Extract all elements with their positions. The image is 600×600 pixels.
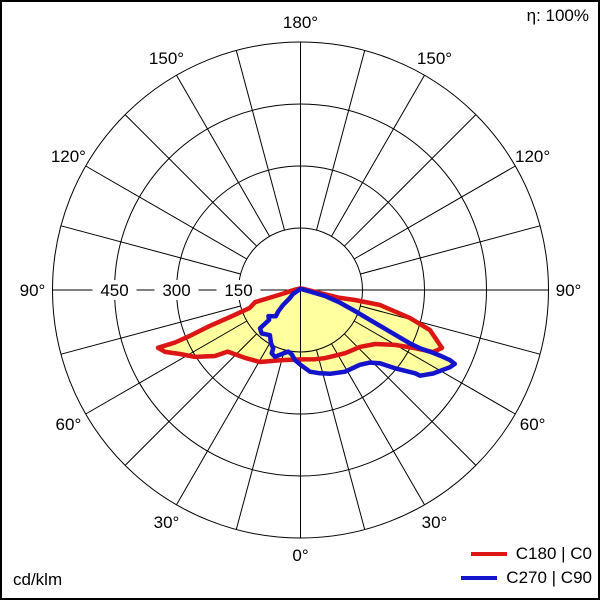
- series-curve-0: [155, 286, 445, 365]
- radial-tick-label: 450: [100, 281, 128, 300]
- grid-spoke: [316, 50, 366, 231]
- grid-spoke: [343, 333, 477, 466]
- series-curve-1: [257, 286, 458, 378]
- grid-labels: 450 300 150 180° 150° 150° 120° 120° 90° 90° 60° 60…: [20, 13, 582, 565]
- polar-grid: [52, 41, 549, 539]
- grid-spoke: [60, 305, 241, 355]
- radial-label-gap: [216, 280, 261, 300]
- angle-label-150-left: 150°: [149, 49, 184, 68]
- legend: C180 | C0 C270 | C90: [461, 542, 592, 590]
- angle-label-180: 180°: [283, 13, 318, 32]
- legend-item-c270-c90: C270 | C90: [461, 566, 592, 590]
- angle-label-90-left: 90°: [20, 281, 46, 300]
- angle-label-30-left: 30°: [154, 513, 180, 532]
- angle-label-90-right: 90°: [556, 281, 582, 300]
- angle-label-60-right: 60°: [520, 415, 546, 434]
- angle-label-120-right: 120°: [515, 147, 550, 166]
- grid-spoke: [331, 74, 425, 237]
- efficiency-label: η: 100%: [526, 6, 589, 25]
- angle-label-120-left: 120°: [51, 147, 86, 166]
- legend-item-c180-c0: C180 | C0: [461, 542, 592, 566]
- grid-spoke: [235, 50, 285, 231]
- grid-spoke: [353, 165, 516, 260]
- grid-spoke: [235, 349, 285, 530]
- grid-spoke: [360, 225, 541, 275]
- grid-spoke: [176, 74, 270, 237]
- grid-spoke: [85, 165, 248, 260]
- grid-spoke: [353, 320, 516, 415]
- series-fill-1: [260, 288, 455, 376]
- grid-spoke: [60, 225, 241, 275]
- radial-label-gap: [92, 280, 137, 300]
- angle-label-150-right: 150°: [417, 49, 452, 68]
- grid-spoke: [124, 114, 258, 247]
- radial-label-gap: [154, 280, 199, 300]
- legend-label-c180-c0: C180 | C0: [515, 544, 592, 563]
- legend-line-blue: [461, 576, 498, 580]
- angle-label-30-right: 30°: [422, 513, 448, 532]
- grid-spoke: [176, 343, 270, 506]
- angle-label-0: 0°: [292, 546, 308, 565]
- legend-line-red: [470, 552, 507, 556]
- grid-spoke: [360, 305, 541, 355]
- grid-spoke: [85, 320, 248, 415]
- radial-tick-label: 150: [224, 281, 252, 300]
- unit-label: cd/klm: [13, 570, 63, 589]
- radial-tick-label: 300: [162, 281, 190, 300]
- angle-label-60-left: 60°: [56, 415, 82, 434]
- series-curves: [155, 286, 458, 378]
- grid-spoke: [343, 114, 477, 247]
- legend-label-c270-c90: C270 | C90: [506, 568, 592, 587]
- grid-spoke: [316, 349, 366, 530]
